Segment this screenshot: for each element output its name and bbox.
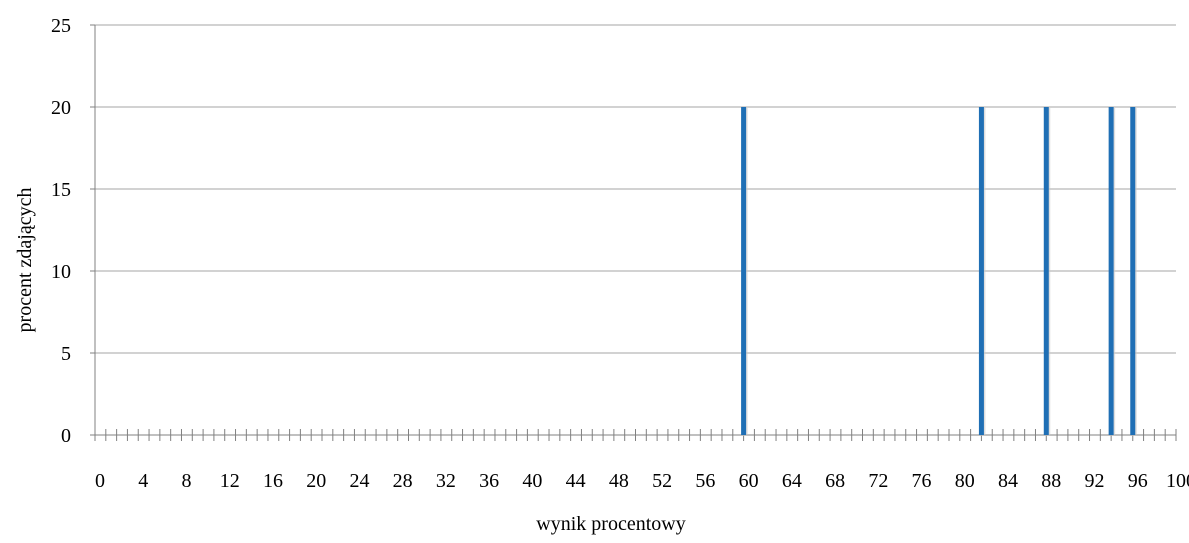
x-tick-label-68: 68: [825, 470, 845, 492]
x-tick-label-92: 92: [1085, 470, 1105, 492]
x-tick-label-36: 36: [479, 470, 499, 492]
bars: [741, 107, 1137, 436]
y-tick-label-20: 20: [51, 97, 71, 119]
y-tick-label-0: 0: [61, 425, 71, 447]
bar-96: [1130, 107, 1136, 435]
gridlines: [95, 24, 1176, 354]
bar-94: [1108, 107, 1114, 435]
y-tick-label-25: 25: [51, 15, 71, 37]
y-tick-label-15: 15: [51, 179, 71, 201]
x-tick-label-64: 64: [782, 470, 802, 492]
bar-88: [1043, 107, 1049, 435]
x-tick-labels: 0 4 8 12 16 20 24 28 32 36 40 44 48 52 56 60 64 68 72 76 80 8…: [95, 470, 1189, 492]
x-tick-label-0: 0: [95, 470, 105, 492]
x-tick-label-4: 4: [138, 470, 148, 492]
x-tick-label-100: 100: [1166, 470, 1189, 492]
x-axis-title: wynik procentowy: [536, 513, 685, 535]
x-tick-label-28: 28: [393, 470, 413, 492]
x-tick-label-48: 48: [609, 470, 629, 492]
x-tick-label-56: 56: [695, 470, 715, 492]
x-tick-label-8: 8: [181, 470, 191, 492]
x-tick-label-76: 76: [912, 470, 932, 492]
x-tick-label-72: 72: [868, 470, 888, 492]
y-tick-labels: 0 5 10 15 20 25: [51, 15, 71, 447]
y-axis-title: procent zdających: [14, 188, 36, 333]
bar-60: [741, 107, 747, 435]
x-tick-label-80: 80: [955, 470, 975, 492]
x-tick-label-16: 16: [263, 470, 283, 492]
x-tick-label-24: 24: [349, 470, 369, 492]
x-tick-label-40: 40: [522, 470, 542, 492]
bar-82: [978, 107, 984, 435]
x-tick-label-88: 88: [1041, 470, 1061, 492]
x-tick-label-84: 84: [998, 470, 1018, 492]
axes: [90, 24, 1177, 441]
y-tick-label-5: 5: [61, 343, 71, 365]
x-tick-label-96: 96: [1128, 470, 1148, 492]
x-tick-label-60: 60: [739, 470, 759, 492]
x-tick-label-32: 32: [436, 470, 456, 492]
x-tick-label-44: 44: [566, 470, 586, 492]
x-tick-label-12: 12: [220, 470, 240, 492]
x-tick-label-20: 20: [306, 470, 326, 492]
y-tick-label-10: 10: [51, 261, 71, 283]
x-tick-label-52: 52: [652, 470, 672, 492]
